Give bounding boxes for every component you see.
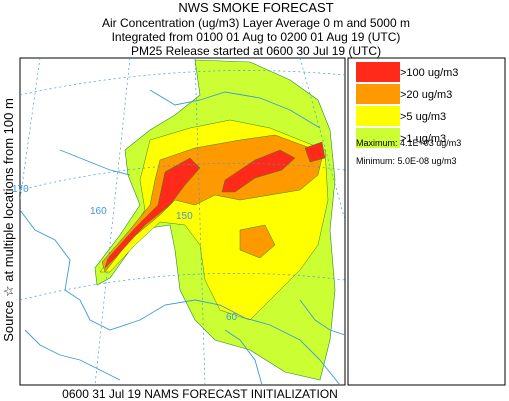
subtitle: Integrated from 0100 01 Aug to 0200 01 A…	[112, 30, 401, 44]
legend-label: >5 ug/m3	[400, 111, 446, 123]
legend-label: >100 ug/m3	[400, 67, 458, 79]
legend-label: >1 ug/m3	[400, 133, 446, 145]
subtitle: PM25 Release started at 0600 30 Jul 19 (…	[131, 44, 381, 58]
legend: >100 ug/m3 >20 ug/m3 >5 ug/m3 >1 ug/m3	[356, 62, 458, 148]
legend-swatch	[356, 62, 400, 82]
map-label: 160	[90, 206, 107, 217]
legend-label: >20 ug/m3	[400, 89, 452, 101]
map-label: 60	[226, 312, 238, 323]
legend-swatch	[356, 106, 400, 126]
legend-swatch	[356, 84, 400, 104]
legend-minimum: Minimum: 5.0E-08 ug/m3	[356, 156, 457, 166]
legend-maximum: Maximum: 4.1E+03 ug/m3	[356, 138, 461, 148]
footer: 0600 31 Jul 19 NAMS FORECAST INITIALIZAT…	[62, 387, 338, 401]
side-label: Source ☆ at multiple locations from 100 …	[1, 98, 16, 342]
title: NWS SMOKE FORECAST	[178, 0, 333, 15]
map-label: 170	[12, 184, 29, 195]
legend-swatch	[356, 128, 400, 148]
map	[19, 57, 346, 386]
map-labels: 170 160 150 60	[12, 184, 238, 323]
map-label: 150	[176, 211, 193, 222]
subtitle: Air Concentration (ug/m3) Layer Average …	[102, 16, 410, 30]
